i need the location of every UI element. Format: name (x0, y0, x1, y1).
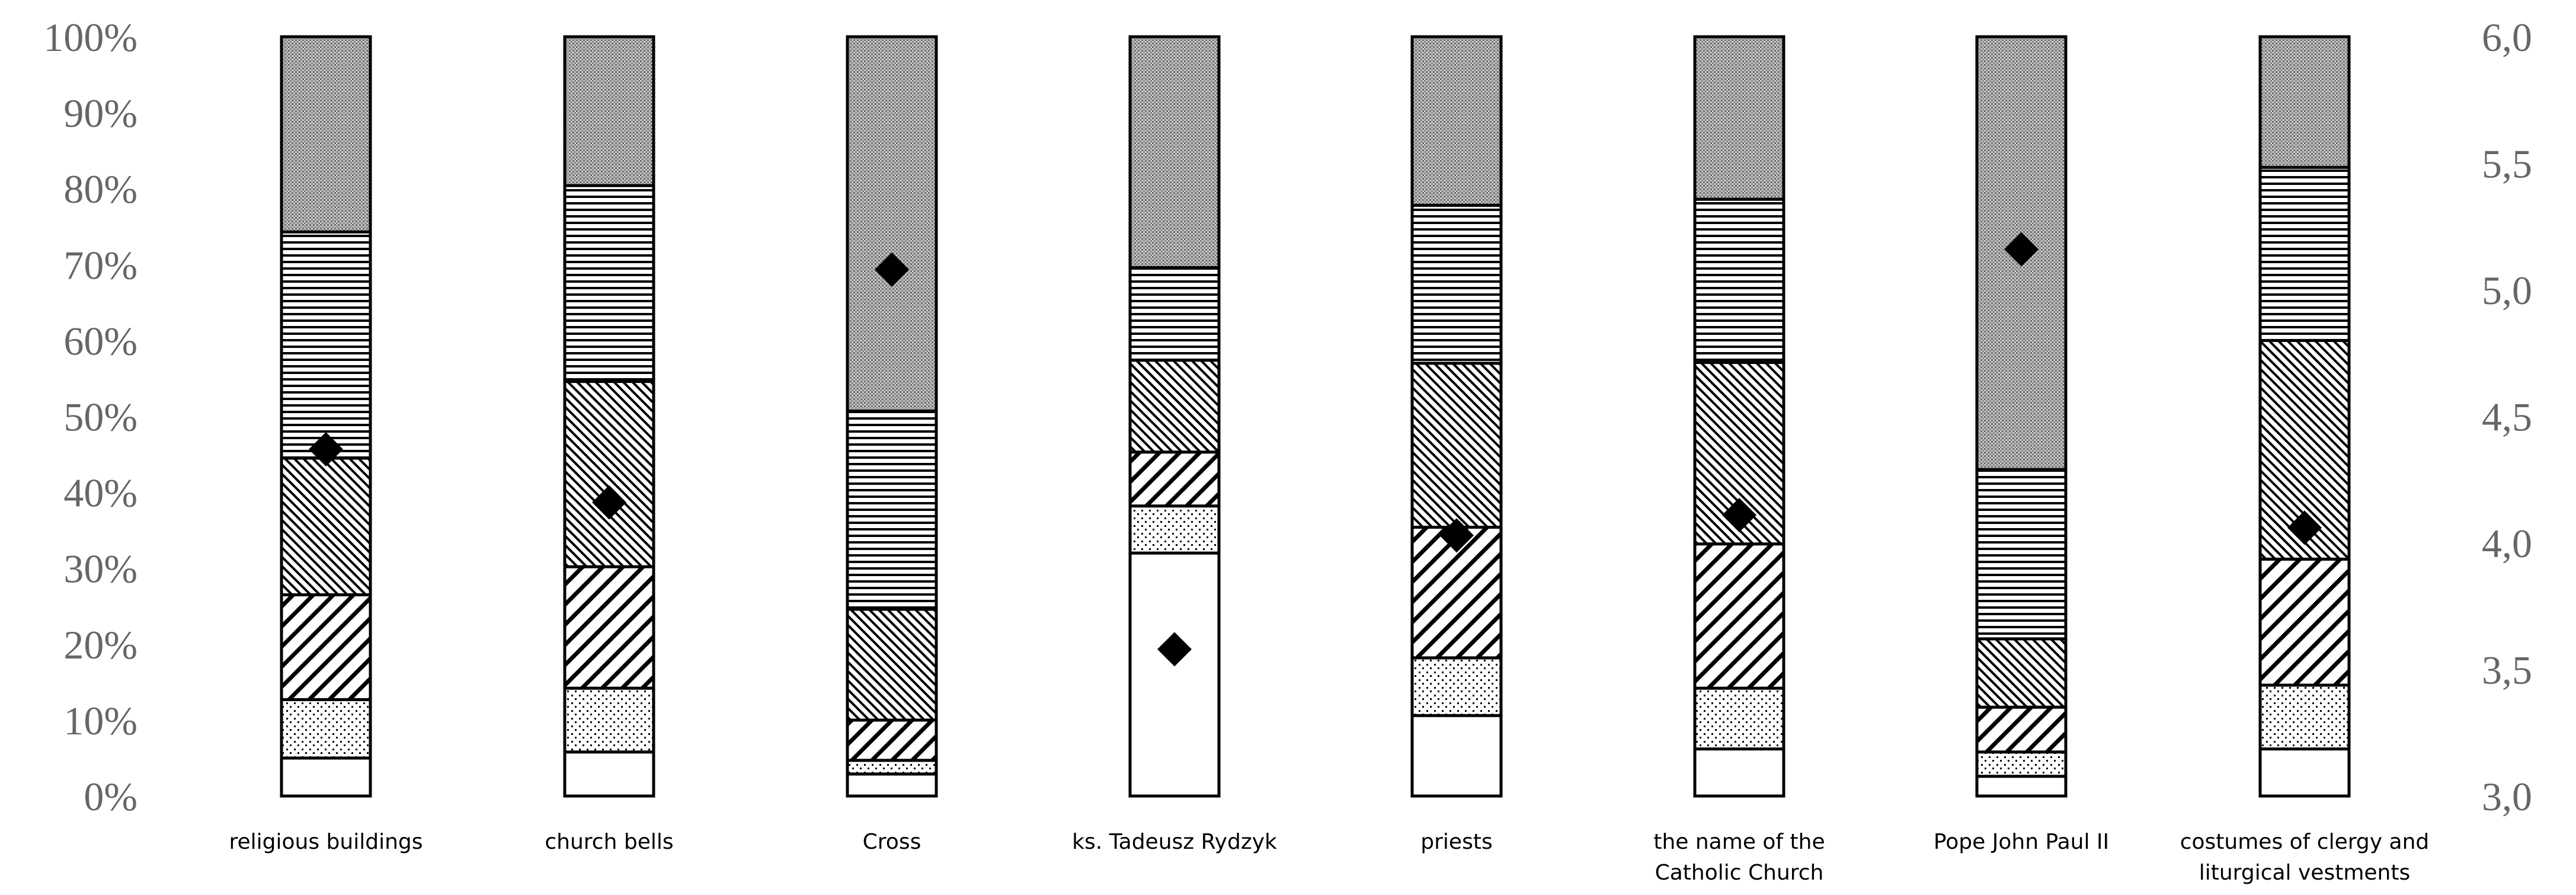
right-tick-label: 3,5 (2482, 648, 2532, 693)
bar-segment-dots-dense (280, 35, 372, 234)
right-tick-label: 5,5 (2482, 142, 2532, 187)
bar-segment-dots-dense (1693, 35, 1785, 201)
bar-segment-dots-dense (1128, 35, 1221, 269)
bar-segment-blank (563, 750, 655, 798)
bar-segment-dots-sparse (2258, 683, 2351, 751)
mean-marker (592, 485, 626, 520)
stacked-bar (1128, 35, 1221, 798)
stacked-bar (1410, 35, 1503, 798)
left-axis: 0% 10% 20% 30% 40% 50% 60% 70% 80% 90% 100% (43, 15, 137, 819)
stacked-bar (846, 35, 938, 798)
stacked-bar (1975, 35, 2068, 798)
mean-marker (1439, 518, 1474, 553)
bar-segment-dots-dense (563, 35, 655, 187)
mean-marker (2004, 232, 2039, 267)
mean-marker (309, 432, 343, 467)
stacked-bar (1693, 35, 1785, 798)
bar-segment-dots-sparse (563, 686, 655, 754)
bar-segment-hatch-wide (1975, 705, 2068, 754)
category-label: Catholic Church (1655, 861, 1824, 885)
bar-segment-blank (1128, 551, 1221, 798)
category-label: priests (1420, 830, 1492, 854)
bar-segment-blank (1975, 775, 2068, 798)
stacked-bar (2258, 35, 2351, 798)
right-tick-label: 5,0 (2482, 268, 2532, 313)
bar-segment-dots-sparse (280, 698, 372, 760)
mean-markers (309, 232, 2322, 667)
mean-marker (2287, 510, 2322, 545)
bar-segment-dots-sparse (1693, 686, 1785, 751)
category-label: Cross (863, 830, 921, 854)
right-tick-label: 4,0 (2482, 521, 2532, 566)
left-tick-label: 0% (84, 774, 137, 819)
bar-segment-horizontal (1693, 197, 1785, 365)
right-tick-label: 4,5 (2482, 395, 2532, 440)
mean-marker (1157, 632, 1192, 667)
category-label: costumes of clergy and (2180, 830, 2430, 854)
bar-segment-hatch-wide (563, 565, 655, 690)
category-label: church bells (545, 830, 673, 854)
bar-segment-hatch-dense (563, 380, 655, 568)
bar-segment-hatch-wide (2258, 557, 2351, 687)
bar-segment-blank (1410, 714, 1503, 798)
left-tick-label: 30% (63, 546, 137, 592)
bar-segment-dots-dense (2258, 35, 2351, 169)
bar-segment-horizontal (1410, 203, 1503, 365)
bar-segment-dots-dense (1410, 35, 1503, 207)
category-label: Pope John Paul II (1934, 830, 2109, 854)
category-label: the name of the (1653, 830, 1825, 854)
bar-segment-hatch-dense (846, 608, 938, 722)
left-tick-label: 60% (63, 318, 137, 363)
bar-segment-blank (846, 772, 938, 798)
bar-segment-hatch-wide (846, 718, 938, 762)
left-tick-label: 40% (63, 471, 137, 516)
bar-segment-horizontal (563, 184, 655, 383)
bar-segment-horizontal (280, 230, 372, 460)
mean-marker (1722, 498, 1756, 533)
category-labels: religious buildings church bells Cross ks. … (229, 830, 2429, 885)
bars-group (280, 35, 2351, 798)
left-tick-label: 90% (63, 91, 137, 136)
left-tick-label: 50% (63, 395, 137, 440)
category-label: liturgical vestments (2199, 861, 2410, 885)
bar-segment-hatch-dense (1975, 637, 2068, 709)
category-label: ks. Tadeusz Rydzyk (1072, 830, 1277, 854)
stacked-bar (280, 35, 372, 798)
bar-segment-dots-sparse (1410, 656, 1503, 717)
bar-segment-blank (2258, 747, 2351, 798)
left-tick-label: 10% (63, 698, 137, 743)
bar-segment-hatch-dense (1410, 362, 1503, 529)
bar-segment-hatch-dense (1128, 359, 1221, 454)
bar-segment-blank (1693, 747, 1785, 798)
right-tick-label: 3,0 (2482, 774, 2532, 819)
right-axis: 3,0 3,5 4,0 4,5 5,0 5,5 6,0 (2482, 15, 2532, 819)
category-label: religious buildings (229, 830, 423, 854)
bar-segment-dots-sparse (846, 759, 938, 776)
bar-segment-dots-sparse (1975, 750, 2068, 778)
left-tick-label: 70% (63, 242, 137, 287)
bar-segment-hatch-wide (280, 593, 372, 701)
bar-segment-hatch-wide (1128, 450, 1221, 508)
bar-segment-horizontal (1975, 468, 2068, 641)
right-tick-label: 6,0 (2482, 15, 2532, 60)
bar-segment-hatch-dense (280, 456, 372, 597)
left-tick-label: 80% (63, 167, 137, 212)
bar-segment-dots-sparse (1128, 504, 1221, 555)
stacked-bar (563, 35, 655, 798)
bar-segment-horizontal (846, 410, 938, 611)
bar-segment-hatch-wide (1693, 542, 1785, 690)
left-tick-label: 100% (43, 15, 137, 60)
bar-segment-horizontal (1128, 266, 1221, 362)
bar-segment-horizontal (2258, 165, 2351, 342)
bar-segment-blank (280, 756, 372, 798)
bar-segment-dots-dense (846, 35, 938, 413)
mean-marker (875, 252, 909, 287)
left-tick-label: 20% (63, 622, 137, 667)
